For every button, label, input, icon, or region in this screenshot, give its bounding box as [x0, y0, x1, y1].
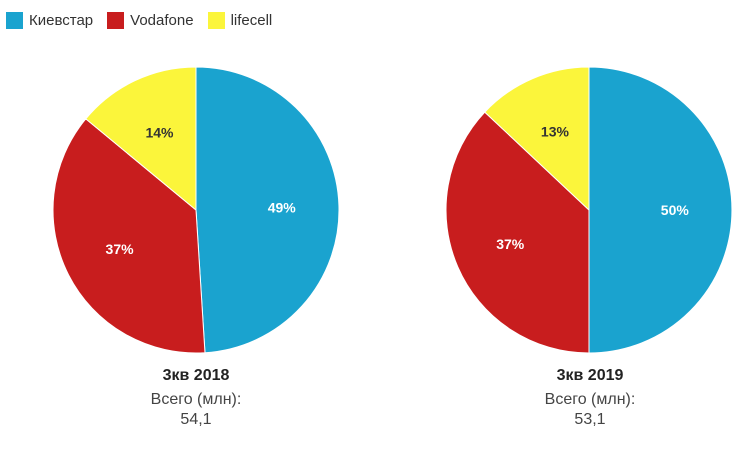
- pie-slice-vodafone-2018[interactable]: [52, 118, 206, 354]
- pie-slice-lifecell-2018[interactable]: [85, 66, 197, 212]
- legend-label-lifecell: lifecell: [230, 12, 273, 29]
- caption-2019: 3кв 2019 Всего (млн): 53,1: [470, 367, 710, 429]
- slice-label-lifecell-2019: 13%: [541, 123, 570, 139]
- legend-swatch-lifecell: [207, 12, 225, 29]
- slice-label-kyivstar-2019: 50%: [661, 202, 690, 218]
- pie-slice-kyivstar-2018[interactable]: [195, 66, 340, 354]
- total-value-2018: 54,1: [180, 411, 212, 428]
- chart-title-2019: 3кв 2019: [556, 367, 624, 384]
- total-label-2019: Всего (млн):: [544, 391, 636, 408]
- slice-label-lifecell-2018: 14%: [145, 124, 174, 140]
- pie-slice-vodafone-2019[interactable]: [445, 111, 590, 354]
- legend-swatch-vodafone: [107, 12, 125, 29]
- pie-slice-lifecell-2019[interactable]: [484, 66, 590, 212]
- caption-2018: 3кв 2018 Всего (млн): 54,1: [76, 367, 316, 429]
- legend-item-vodafone[interactable]: Vodafone: [107, 12, 194, 29]
- legend-label-kyivstar: Киевстар: [29, 12, 94, 29]
- legend-label-vodafone: Vodafone: [130, 12, 194, 29]
- pie-slice-kyivstar-2019[interactable]: [588, 66, 733, 354]
- total-label-2018: Всего (млн):: [150, 391, 242, 408]
- legend-swatch-kyivstar: [6, 12, 23, 29]
- chart-title-2018: 3кв 2018: [162, 367, 230, 384]
- slice-label-kyivstar-2018: 49%: [268, 199, 297, 215]
- slice-label-vodafone-2019: 37%: [496, 236, 525, 252]
- legend-item-lifecell[interactable]: lifecell: [207, 12, 273, 29]
- legend-item-kyivstar[interactable]: Киевстар: [6, 12, 93, 29]
- slice-label-vodafone-2018: 37%: [106, 241, 135, 257]
- total-value-2019: 53,1: [574, 411, 606, 428]
- legend: Киевстар Vodafone lifecell: [6, 12, 286, 29]
